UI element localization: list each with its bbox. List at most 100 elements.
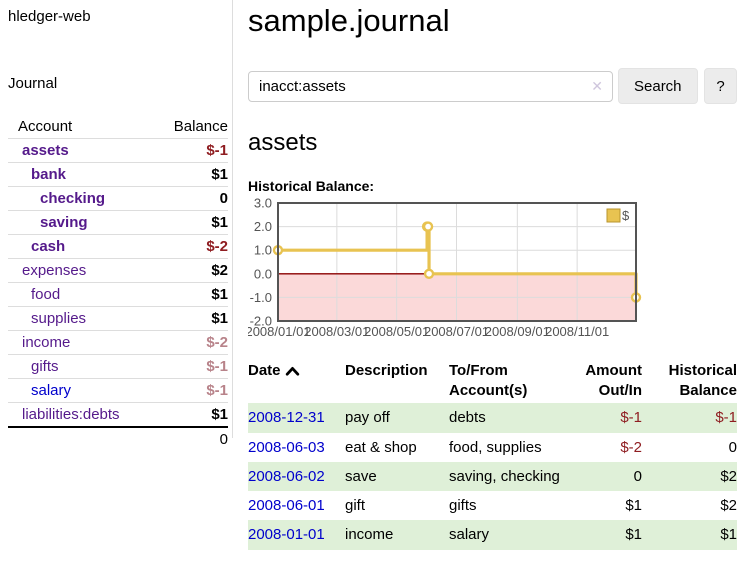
svg-text:2008/11/01: 2008/11/01 — [545, 324, 609, 339]
transaction-accounts: food, supplies — [449, 438, 542, 456]
sidebar-item-journal[interactable]: Journal — [8, 75, 58, 92]
header-date-label: Date — [248, 361, 281, 379]
account-row: liabilities:debts $1 — [8, 402, 228, 428]
header-description[interactable]: Description — [345, 361, 428, 379]
transaction-accounts: salary — [449, 526, 490, 544]
svg-text:2008/09/01: 2008/09/01 — [485, 324, 550, 339]
account-link-bank[interactable]: bank — [31, 166, 67, 183]
account-link-cash[interactable]: cash — [31, 238, 66, 255]
account-link-assets[interactable]: assets — [22, 142, 69, 159]
brand-link[interactable]: hledger-web — [8, 8, 91, 25]
search-input[interactable] — [248, 70, 613, 102]
svg-text:1.0: 1.0 — [254, 242, 272, 257]
register-row: 2008-01-01 income salary $1 $1 — [248, 520, 737, 550]
register-account-title: assets — [248, 129, 318, 157]
transaction-balance: $2 — [720, 497, 737, 515]
account-row: bank $1 — [8, 162, 228, 187]
search-form: ✕ Search ? — [248, 68, 737, 105]
account-row: assets $-1 — [8, 138, 228, 163]
svg-text:2008/05/01: 2008/05/01 — [364, 324, 429, 339]
accounts-total-row: 0 — [8, 426, 228, 451]
register-row: 2008-06-03 eat & shop food, supplies $-2 0 — [248, 432, 737, 462]
account-row: income $-2 — [8, 330, 228, 355]
account-balance: 0 — [156, 186, 228, 211]
chart-label: Historical Balance: — [248, 177, 375, 194]
account-link-liabilities-debts[interactable]: liabilities:debts — [22, 406, 120, 423]
accounts-header-account: Account — [8, 115, 157, 139]
legend-swatch — [606, 208, 621, 223]
transaction-amount: $1 — [625, 497, 642, 515]
account-balance: $2 — [156, 258, 228, 283]
transaction-accounts: debts — [449, 409, 486, 427]
accounts-header-balance: Balance — [156, 115, 228, 139]
accounts-table: Account Balance assets $-1 bank $1 checking 0… — [8, 115, 228, 451]
sort-ascending-icon — [285, 363, 300, 380]
account-link-food[interactable]: food — [31, 286, 61, 303]
header-historical-balance[interactable]: Historical Balance — [668, 361, 737, 400]
header-date[interactable]: Date — [248, 359, 345, 404]
account-link-checking[interactable]: checking — [40, 190, 106, 207]
transaction-date-link[interactable]: 2008-12-31 — [248, 409, 325, 427]
svg-text:2008/07/01: 2008/07/01 — [424, 324, 489, 339]
transaction-balance: 0 — [728, 438, 737, 456]
transaction-amount: $-2 — [620, 438, 642, 456]
transaction-accounts: saving, checking — [449, 467, 560, 485]
account-row: food $1 — [8, 282, 228, 307]
account-balance: $-2 — [156, 330, 228, 355]
account-link-income[interactable]: income — [22, 334, 71, 351]
account-row: expenses $2 — [8, 258, 228, 283]
svg-text:-1.0: -1.0 — [250, 290, 272, 305]
register-table: Date Description To/From Account(s) Amou… — [248, 359, 737, 550]
account-row: salary $-1 — [8, 378, 228, 403]
transaction-description: income — [345, 526, 394, 544]
accounts-header-row: Account Balance — [8, 115, 228, 139]
account-link-supplies[interactable]: supplies — [31, 310, 87, 327]
header-tofrom-accounts[interactable]: To/From Account(s) — [449, 361, 528, 400]
account-balance: $-1 — [156, 138, 228, 163]
account-balance: $1 — [156, 282, 228, 307]
account-balance: $1 — [156, 162, 228, 187]
account-balance: $-2 — [156, 234, 228, 259]
historical-balance-chart: $3.0 2.0 1.0 0.0 -1.0 -2.02008/01/012008/03/0… — [248, 198, 642, 339]
transaction-amount: $1 — [625, 526, 642, 544]
accounts-total-value: 0 — [156, 426, 228, 451]
transaction-date-link[interactable]: 2008-06-03 — [248, 438, 325, 456]
header-amount-outin[interactable]: Amount Out/In — [585, 361, 642, 400]
register-header-row: Date Description To/From Account(s) Amou… — [248, 359, 737, 404]
account-link-gifts[interactable]: gifts — [31, 358, 59, 375]
transaction-balance: $1 — [720, 526, 737, 544]
transaction-date-link[interactable]: 2008-06-02 — [248, 467, 325, 485]
account-balance: $1 — [156, 210, 228, 235]
transaction-amount: 0 — [633, 467, 642, 485]
svg-text:-2.0: -2.0 — [250, 313, 272, 328]
svg-text:2.0: 2.0 — [254, 219, 272, 234]
transaction-amount: $-1 — [620, 409, 642, 427]
transaction-balance: $-1 — [715, 409, 737, 427]
account-link-saving[interactable]: saving — [40, 214, 88, 231]
transaction-balance: $2 — [720, 467, 737, 485]
transaction-date-link[interactable]: 2008-06-01 — [248, 497, 325, 515]
sidebar: hledger-web Journal Account Balance asse… — [0, 0, 233, 451]
account-link-salary[interactable]: salary — [31, 382, 72, 399]
legend-label: $ — [622, 208, 630, 223]
account-row: cash $-2 — [8, 234, 228, 259]
main-content: sample.journal ✕ Search ? assets Histori… — [248, 0, 737, 550]
search-button[interactable]: Search — [618, 68, 698, 105]
account-link-expenses[interactable]: expenses — [22, 262, 87, 279]
account-balance: $-1 — [156, 354, 228, 379]
svg-text:0.0: 0.0 — [254, 266, 272, 281]
transaction-description: pay off — [345, 409, 390, 427]
register-row: 2008-06-01 gift gifts $1 $2 — [248, 491, 737, 521]
account-balance: $-1 — [156, 378, 228, 403]
register-row: 2008-06-02 save saving, checking 0 $2 — [248, 461, 737, 492]
clear-search-icon[interactable]: ✕ — [591, 77, 603, 94]
transaction-date-link[interactable]: 2008-01-01 — [248, 526, 325, 544]
transaction-description: eat & shop — [345, 438, 417, 456]
register-body: 2008-12-31 pay off debts $-1 $-1 2008-06-03 ea… — [248, 403, 737, 550]
register-row: 2008-12-31 pay off debts $-1 $-1 — [248, 403, 737, 433]
account-row: checking 0 — [8, 186, 228, 211]
account-balance: $1 — [156, 306, 228, 331]
help-button[interactable]: ? — [704, 68, 737, 105]
svg-text:2008/03/01: 2008/03/01 — [304, 324, 369, 339]
transaction-description: gift — [345, 497, 366, 515]
